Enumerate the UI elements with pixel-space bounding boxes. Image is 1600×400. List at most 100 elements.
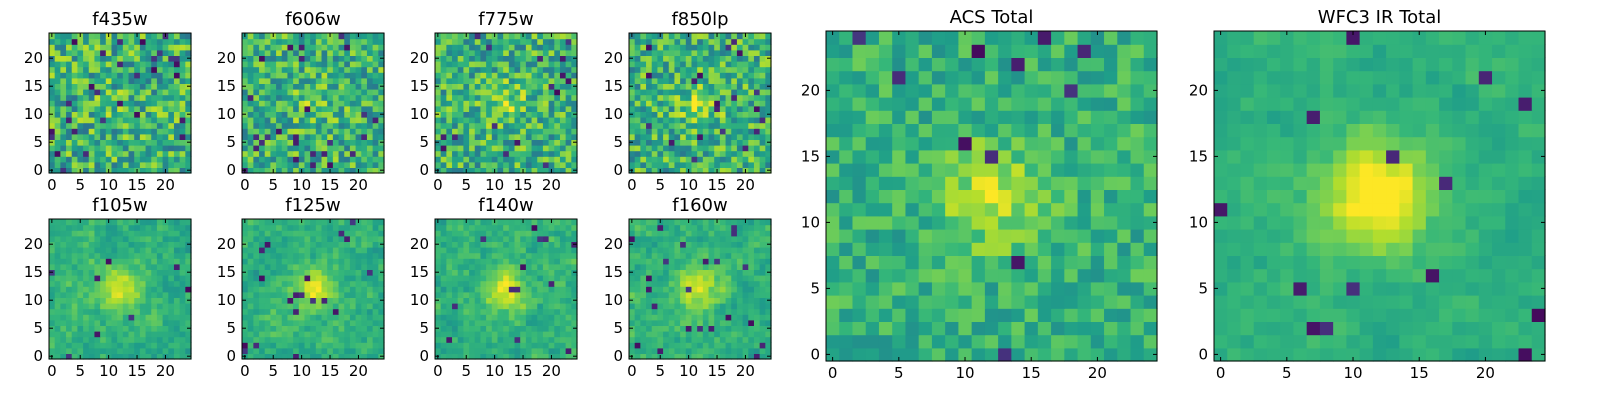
heatmap-cell bbox=[629, 308, 636, 315]
heatmap-cell bbox=[315, 275, 323, 282]
heatmap-cell bbox=[88, 286, 96, 293]
heatmap-cell bbox=[298, 61, 306, 68]
heatmap-cell bbox=[168, 38, 175, 45]
heatmap-cell bbox=[162, 247, 169, 254]
heatmap-cell bbox=[663, 303, 670, 310]
heatmap-cell bbox=[542, 33, 550, 40]
heatmap-cell bbox=[344, 61, 351, 68]
heatmap-cell bbox=[54, 241, 61, 248]
heatmap-cell bbox=[304, 61, 311, 68]
heatmap-cell bbox=[765, 122, 772, 129]
heatmap-cell bbox=[508, 156, 516, 163]
heatmap-cell bbox=[719, 66, 727, 73]
heatmap-cell bbox=[657, 105, 664, 112]
heatmap-cell bbox=[753, 280, 761, 287]
heatmap-cell bbox=[173, 224, 181, 231]
heatmap-cell bbox=[361, 224, 368, 231]
heatmap-cell bbox=[156, 291, 164, 298]
heatmap-cell bbox=[634, 325, 641, 332]
y-tick-label: 10 bbox=[410, 291, 429, 309]
heatmap-cell bbox=[651, 128, 658, 135]
heatmap-cell bbox=[435, 314, 442, 321]
heatmap-cell bbox=[156, 224, 164, 231]
heatmap-cell bbox=[486, 156, 493, 163]
heatmap-cell bbox=[542, 219, 550, 226]
heatmap-cell bbox=[298, 38, 306, 45]
heatmap-cell bbox=[276, 77, 283, 84]
heatmap-cell bbox=[725, 72, 732, 79]
heatmap-cell bbox=[480, 280, 487, 287]
heatmap-cell bbox=[474, 89, 482, 96]
heatmap-cell bbox=[145, 77, 152, 84]
heatmap-cell bbox=[759, 167, 766, 174]
heatmap-cell bbox=[674, 303, 681, 310]
heatmap-cell bbox=[634, 319, 641, 326]
heatmap-cell bbox=[765, 161, 772, 168]
heatmap-cell bbox=[440, 353, 447, 360]
heatmap-cell bbox=[435, 77, 442, 84]
heatmap-cell bbox=[440, 77, 447, 84]
heatmap-cell bbox=[88, 275, 96, 282]
heatmap-cell bbox=[452, 303, 459, 310]
heatmap-cell bbox=[293, 72, 300, 79]
heatmap-cell bbox=[708, 275, 715, 282]
heatmap-cell bbox=[708, 72, 715, 79]
heatmap-cell bbox=[525, 167, 533, 174]
heatmap-cell bbox=[503, 33, 510, 40]
heatmap-cell bbox=[736, 347, 744, 354]
heatmap-cell bbox=[571, 308, 578, 315]
heatmap-cell bbox=[71, 128, 78, 135]
heatmap-cell bbox=[748, 161, 755, 168]
heatmap-cell bbox=[276, 72, 283, 79]
heatmap-cell bbox=[634, 61, 641, 68]
heatmap-cell bbox=[491, 150, 499, 157]
heatmap-cell bbox=[537, 342, 544, 349]
heatmap-cell bbox=[139, 347, 147, 354]
heatmap-cell bbox=[514, 286, 521, 293]
heatmap-cell bbox=[366, 133, 374, 140]
heatmap-cell bbox=[537, 167, 544, 174]
heatmap-cell bbox=[88, 55, 96, 62]
heatmap-cell bbox=[168, 275, 175, 282]
heatmap-cell bbox=[691, 319, 698, 326]
heatmap-cell bbox=[276, 145, 283, 152]
heatmap-cell bbox=[491, 156, 499, 163]
heatmap-cell bbox=[247, 77, 254, 84]
heatmap-cell bbox=[156, 252, 164, 259]
heatmap-cell bbox=[259, 122, 266, 129]
heatmap-cell bbox=[680, 100, 687, 107]
x-tick-label: 20 bbox=[542, 362, 561, 380]
heatmap-cell bbox=[253, 83, 260, 90]
heatmap-cell bbox=[270, 49, 277, 56]
heatmap-cell bbox=[691, 347, 698, 354]
heatmap-cell bbox=[310, 347, 317, 354]
heatmap-cell bbox=[247, 156, 254, 163]
heatmap-cell bbox=[457, 55, 464, 62]
heatmap-cell bbox=[338, 167, 345, 174]
heatmap-cell bbox=[338, 55, 345, 62]
heatmap-cell bbox=[565, 224, 572, 231]
heatmap-cell bbox=[366, 38, 374, 45]
heatmap-cell bbox=[105, 258, 113, 265]
heatmap-cell bbox=[247, 275, 254, 282]
heatmap-cell bbox=[646, 133, 653, 140]
heatmap-cell bbox=[276, 280, 283, 287]
heatmap-cell bbox=[765, 342, 772, 349]
heatmap-cell bbox=[139, 66, 147, 73]
heatmap-cell bbox=[173, 230, 181, 237]
heatmap-cell bbox=[139, 336, 147, 343]
heatmap-cell bbox=[54, 342, 61, 349]
heatmap-cell bbox=[66, 263, 73, 270]
heatmap-cell bbox=[327, 291, 334, 298]
heatmap-cell bbox=[663, 150, 670, 157]
heatmap-cell bbox=[469, 167, 476, 174]
heatmap-cell bbox=[338, 94, 345, 101]
heatmap-cell bbox=[503, 219, 510, 226]
heatmap-cell bbox=[435, 308, 442, 315]
heatmap-cell bbox=[253, 286, 260, 293]
heatmap-cell bbox=[264, 336, 271, 343]
heatmap-cell bbox=[281, 105, 289, 112]
heatmap-cell bbox=[542, 161, 550, 168]
heatmap-cell bbox=[663, 353, 670, 360]
heatmap-cell bbox=[60, 280, 67, 287]
